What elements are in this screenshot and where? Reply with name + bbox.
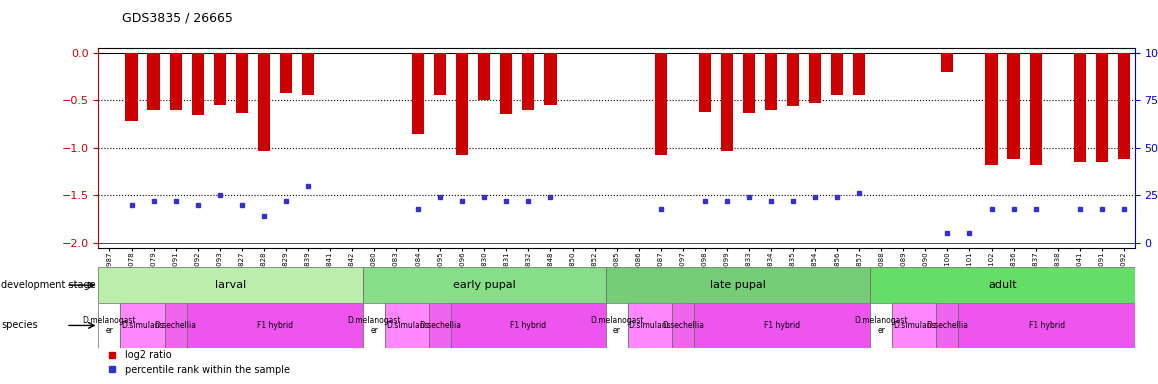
- Bar: [743, 53, 755, 113]
- Text: D.sechellia: D.sechellia: [661, 321, 704, 330]
- Text: D.sechellia: D.sechellia: [926, 321, 968, 330]
- Bar: [831, 53, 843, 94]
- Text: D.sechellia: D.sechellia: [155, 321, 197, 330]
- Bar: [893, 303, 937, 348]
- Bar: [120, 303, 164, 348]
- Bar: [302, 53, 314, 94]
- Bar: [606, 303, 628, 348]
- Text: D.melanogast
er: D.melanogast er: [82, 316, 137, 335]
- Bar: [412, 53, 424, 134]
- Bar: [236, 53, 248, 113]
- Bar: [654, 53, 667, 156]
- Text: F1 hybrid: F1 hybrid: [511, 321, 547, 330]
- Text: larval: larval: [215, 280, 247, 290]
- Bar: [765, 53, 777, 110]
- Bar: [698, 53, 711, 112]
- Bar: [870, 303, 893, 348]
- Bar: [787, 53, 799, 106]
- Bar: [169, 53, 182, 110]
- Text: late pupal: late pupal: [710, 280, 765, 290]
- Bar: [186, 303, 364, 348]
- Text: D.simulans: D.simulans: [386, 321, 428, 330]
- Bar: [386, 303, 430, 348]
- Bar: [147, 53, 160, 110]
- Bar: [125, 53, 138, 121]
- Text: development stage: development stage: [1, 280, 96, 290]
- Bar: [853, 53, 865, 94]
- Text: adult: adult: [988, 280, 1017, 290]
- Bar: [164, 303, 186, 348]
- Text: F1 hybrid: F1 hybrid: [764, 321, 800, 330]
- Text: F1 hybrid: F1 hybrid: [1028, 321, 1064, 330]
- Bar: [98, 267, 364, 303]
- Text: early pupal: early pupal: [453, 280, 515, 290]
- Bar: [98, 303, 120, 348]
- Bar: [606, 267, 870, 303]
- Bar: [364, 303, 386, 348]
- Text: D.simulans: D.simulans: [122, 321, 163, 330]
- Bar: [522, 53, 535, 110]
- Text: D.melanogast
er: D.melanogast er: [347, 316, 401, 335]
- Bar: [1095, 53, 1108, 162]
- Bar: [191, 53, 204, 114]
- Bar: [280, 53, 292, 93]
- Bar: [809, 53, 821, 103]
- Bar: [500, 53, 513, 114]
- Bar: [1073, 53, 1086, 162]
- Bar: [985, 53, 997, 165]
- Text: F1 hybrid: F1 hybrid: [257, 321, 293, 330]
- Legend: log2 ratio, percentile rank within the sample: log2 ratio, percentile rank within the s…: [103, 346, 294, 379]
- Bar: [1007, 53, 1020, 159]
- Bar: [258, 53, 270, 151]
- Text: D.simulans: D.simulans: [893, 321, 936, 330]
- Bar: [430, 303, 452, 348]
- Bar: [213, 53, 226, 105]
- Bar: [478, 53, 490, 100]
- Text: D.melanogast
er: D.melanogast er: [589, 316, 644, 335]
- Text: GDS3835 / 26665: GDS3835 / 26665: [122, 12, 233, 25]
- Bar: [364, 267, 606, 303]
- Bar: [941, 53, 953, 72]
- Bar: [694, 303, 870, 348]
- Bar: [937, 303, 959, 348]
- Bar: [544, 53, 557, 105]
- Bar: [434, 53, 446, 94]
- Bar: [720, 53, 733, 151]
- Text: D.melanogast
er: D.melanogast er: [855, 316, 908, 335]
- Text: D.simulans: D.simulans: [629, 321, 670, 330]
- Text: species: species: [1, 320, 38, 331]
- Bar: [959, 303, 1135, 348]
- Bar: [672, 303, 694, 348]
- Bar: [870, 267, 1135, 303]
- Bar: [1029, 53, 1042, 165]
- Bar: [628, 303, 672, 348]
- Bar: [456, 53, 468, 156]
- Text: D.sechellia: D.sechellia: [419, 321, 461, 330]
- Bar: [1117, 53, 1130, 159]
- Bar: [452, 303, 606, 348]
